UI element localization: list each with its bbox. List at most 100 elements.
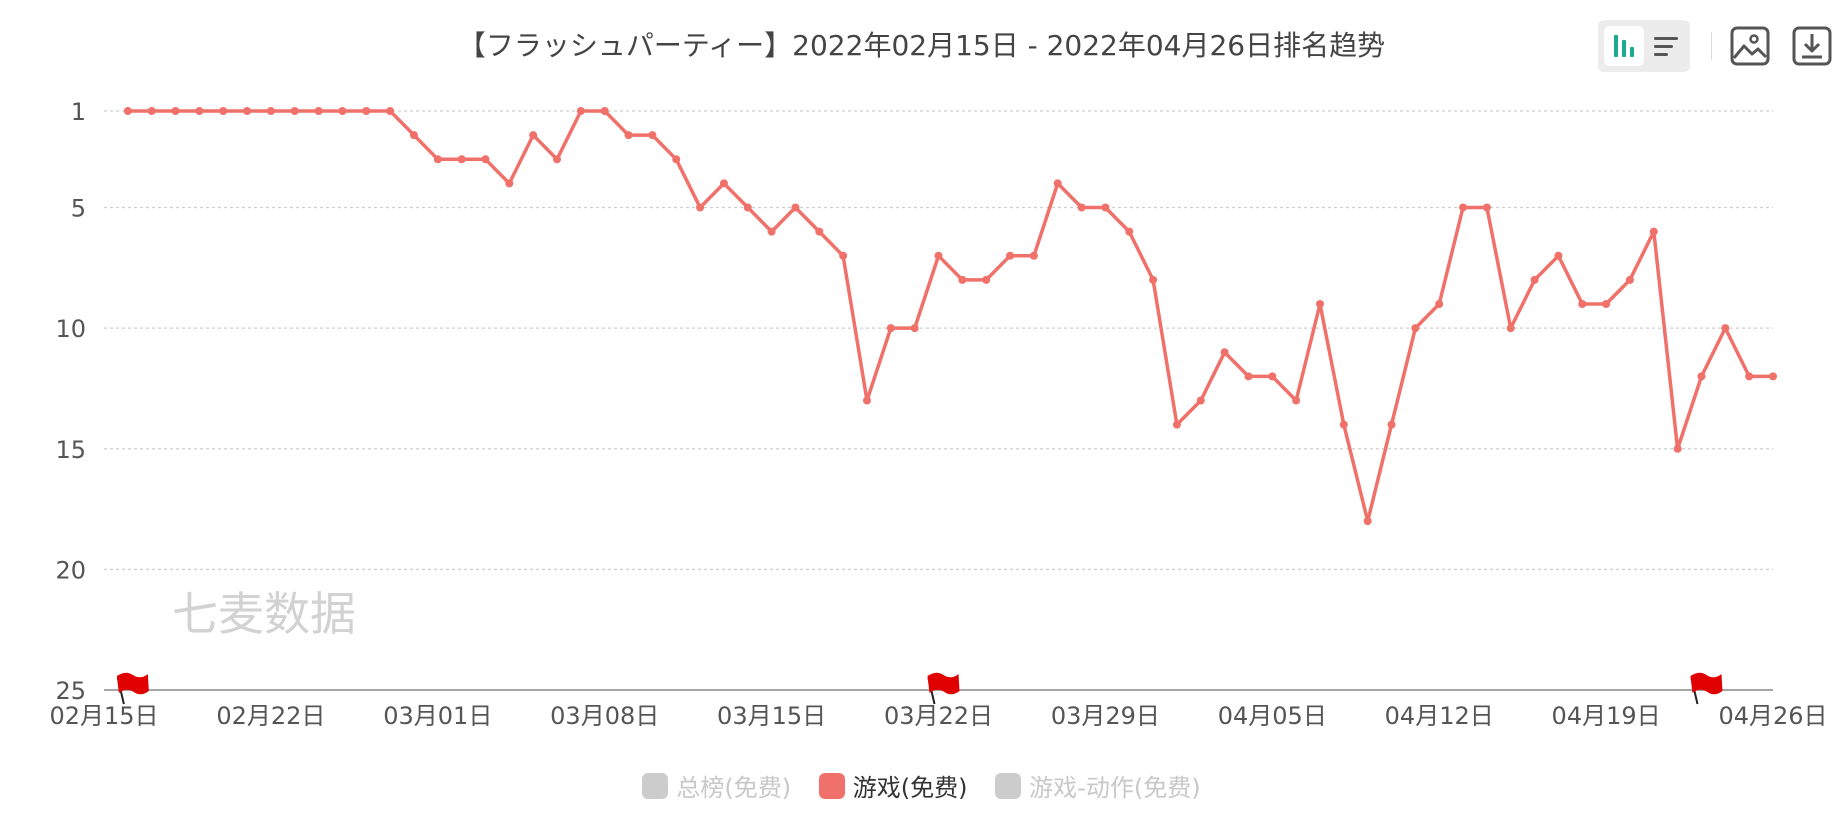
x-tick-label: 02月15日 (49, 702, 158, 730)
data-point (1625, 275, 1634, 284)
data-point (1339, 420, 1348, 429)
data-point (1745, 372, 1754, 381)
data-point (1315, 300, 1324, 308)
toolbar-divider (1711, 32, 1712, 60)
data-point (1673, 444, 1682, 453)
data-point (1530, 275, 1539, 284)
flag-markers (116, 672, 1723, 705)
data-point (1268, 372, 1277, 381)
flag-cloth (116, 672, 149, 695)
data-point (648, 131, 657, 140)
data-point (314, 107, 323, 115)
image-icon (1730, 26, 1770, 66)
data-point (1077, 203, 1086, 212)
data-point (386, 107, 395, 115)
x-tick-label: 04月26日 (1718, 702, 1827, 730)
series-layer (123, 107, 1777, 526)
y-tick-label: 1 (71, 98, 86, 126)
bar-chart-icon (1614, 35, 1634, 57)
data-point (1053, 179, 1062, 188)
y-tick-label: 15 (55, 436, 86, 464)
data-point (1196, 396, 1205, 405)
data-point (243, 107, 252, 115)
legend-swatch (818, 772, 845, 799)
data-point (1411, 324, 1420, 333)
data-point (433, 155, 442, 164)
y-tick-label: 5 (71, 195, 86, 223)
legend-item-0[interactable]: 总榜(免费) (642, 768, 791, 803)
data-point (481, 155, 490, 164)
data-point (886, 324, 895, 333)
flag-cloth (1690, 672, 1723, 695)
data-point (171, 107, 180, 115)
data-point (815, 227, 824, 236)
x-tick-label: 03月15日 (717, 702, 826, 730)
data-point (600, 107, 609, 115)
series-line (127, 109, 1773, 523)
data-point (1578, 300, 1587, 308)
flag-icon (1690, 672, 1723, 705)
grid-lines (104, 110, 1773, 570)
data-point (743, 203, 752, 212)
data-point (529, 131, 538, 140)
data-point (219, 107, 228, 115)
data-point (147, 107, 156, 115)
x-tick-label: 03月08日 (550, 702, 659, 730)
view-toggle (1598, 20, 1690, 72)
legend-label: 总榜(免费) (676, 774, 792, 802)
data-point (362, 107, 371, 115)
data-point (910, 324, 919, 333)
x-tick-label: 03月29日 (1051, 702, 1160, 730)
save-image-button[interactable] (1728, 24, 1772, 68)
data-point (862, 396, 871, 405)
data-point (767, 227, 776, 236)
data-point (719, 179, 728, 188)
data-point (672, 155, 681, 164)
data-point (696, 203, 705, 212)
data-point (1435, 300, 1444, 308)
data-point (553, 155, 562, 164)
x-tick-label: 03月01日 (383, 702, 492, 730)
data-point (1482, 203, 1491, 212)
y-tick-label: 20 (55, 556, 86, 584)
legend-swatch (642, 772, 669, 799)
data-point (934, 251, 943, 260)
data-point (1721, 324, 1730, 333)
x-axis: 02月15日 02月22日 03月01日 03月08日 03月15日 03月22日 03月2… (49, 689, 1828, 730)
x-tick-label: 03月22日 (884, 702, 993, 730)
legend-item-2[interactable]: 游戏-动作(免费) (995, 768, 1201, 803)
data-point (1172, 420, 1181, 429)
data-point (338, 107, 347, 115)
legend-label: 游戏(免费) (852, 774, 968, 802)
legend-item-1[interactable]: 游戏(免费) (818, 768, 968, 803)
data-point (1101, 203, 1110, 212)
download-icon (1792, 26, 1832, 66)
x-tick-label: 04月19日 (1552, 702, 1661, 730)
data-point (409, 131, 418, 140)
x-tick-label: 04月12日 (1385, 702, 1494, 730)
data-point (1506, 324, 1515, 333)
data-point (457, 155, 466, 164)
data-point (290, 107, 299, 115)
data-point (1769, 372, 1777, 381)
y-tick-label: 10 (55, 315, 86, 343)
download-button[interactable] (1790, 24, 1834, 68)
data-point (123, 107, 132, 115)
data-point (839, 251, 848, 260)
data-point (982, 275, 991, 284)
y-tick-label: 25 (55, 677, 86, 705)
data-point (1697, 372, 1706, 381)
watermark: 七麦数据 (172, 587, 356, 641)
legend-swatch (995, 772, 1022, 799)
data-point (1363, 517, 1372, 526)
list-view-button[interactable] (1646, 26, 1686, 66)
data-point (1006, 251, 1015, 260)
data-point (505, 179, 514, 188)
data-point (1602, 300, 1611, 308)
data-point (1459, 203, 1468, 212)
chart-view-button[interactable] (1604, 26, 1644, 66)
x-tick-label: 04月05日 (1218, 702, 1327, 730)
data-point (1220, 348, 1229, 357)
